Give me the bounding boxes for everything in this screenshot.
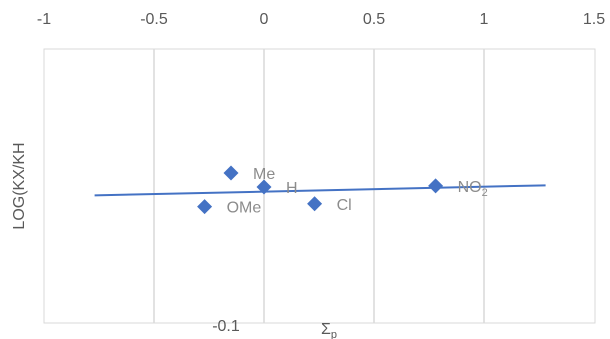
data-label: Cl	[337, 197, 352, 214]
data-label-text: NO	[458, 179, 482, 196]
point-labels: Me H OMe Cl NO2	[227, 166, 488, 217]
data-point	[223, 165, 239, 181]
x-tick-label: 1	[480, 11, 489, 28]
data-point	[197, 199, 213, 215]
data-label: OMe	[227, 200, 262, 217]
x-tick-label: 0.5	[363, 11, 385, 28]
data-label-text: Cl	[337, 197, 352, 214]
data-points	[197, 165, 444, 215]
data-label-text: OMe	[227, 200, 262, 217]
data-label-subscript: 2	[482, 187, 488, 199]
data-label: H	[286, 180, 298, 197]
data-point	[256, 179, 272, 195]
x-axis-ticks: -1 -0.5 0 0.5 1 1.5	[37, 11, 605, 28]
trendline	[94, 184, 546, 197]
x-axis-title-sub: p	[331, 329, 337, 339]
data-label: NO2	[458, 179, 488, 199]
x-axis-title: Σp	[321, 321, 337, 339]
data-label-text: Me	[253, 166, 275, 183]
x-tick-label: -0.5	[140, 11, 168, 28]
y-tick-label: -0.1	[212, 318, 240, 335]
data-label-text: H	[286, 180, 298, 197]
x-tick-label: -1	[37, 11, 51, 28]
x-tick-label: 1.5	[583, 11, 605, 28]
data-label: Me	[253, 166, 275, 183]
trendline-group	[94, 184, 546, 197]
data-point	[428, 178, 444, 194]
y-axis-title: LOG(KX/KH	[11, 142, 28, 229]
data-point	[307, 196, 323, 212]
x-axis-title-main: Σ	[321, 321, 331, 338]
x-tick-label: 0	[260, 11, 269, 28]
